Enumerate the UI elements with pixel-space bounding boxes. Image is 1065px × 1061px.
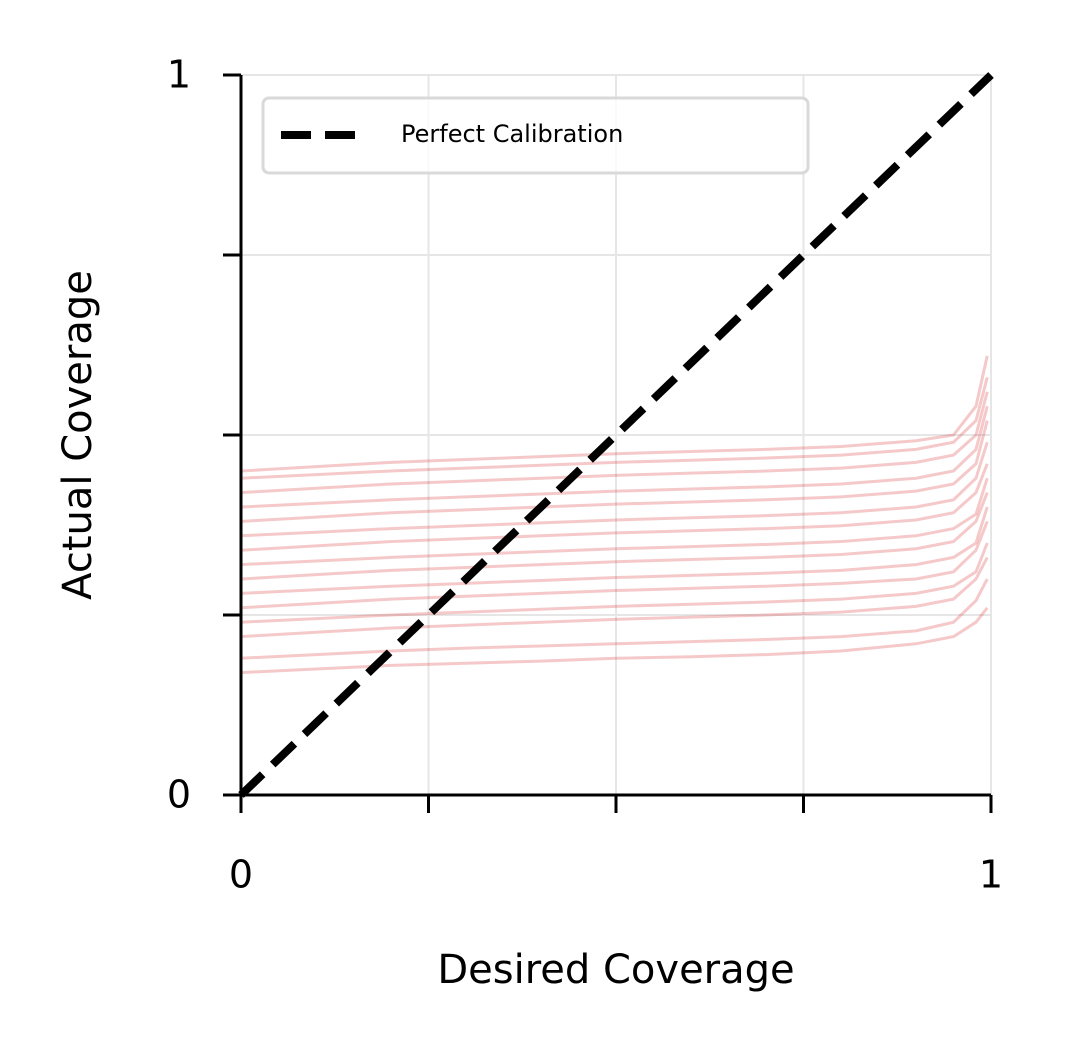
coverage-line bbox=[240, 355, 989, 473]
coverage-line bbox=[240, 441, 989, 538]
coverage-line bbox=[240, 606, 989, 675]
plot-area bbox=[238, 72, 994, 798]
coverage-line bbox=[240, 506, 989, 595]
coverage-line bbox=[240, 578, 989, 660]
y-tick-label: 1 bbox=[167, 53, 191, 97]
coverage-line bbox=[240, 463, 989, 552]
coverage-line bbox=[240, 405, 989, 509]
coverage-line bbox=[240, 377, 989, 480]
coverage-line bbox=[240, 492, 989, 581]
y-axis-label: Actual Coverage bbox=[55, 270, 101, 600]
x-tick-label: 0 bbox=[229, 853, 253, 897]
coverage-line bbox=[240, 520, 989, 610]
coverage-line bbox=[240, 556, 989, 639]
coverage-line bbox=[240, 542, 989, 624]
y-tick-label: 0 bbox=[167, 773, 191, 817]
coverage-line bbox=[240, 420, 989, 523]
legend-box bbox=[261, 96, 810, 175]
coverage-line bbox=[240, 391, 989, 495]
x-tick-label: 1 bbox=[979, 853, 1003, 897]
coverage-line bbox=[240, 477, 989, 567]
legend-label: Perfect Calibration bbox=[401, 120, 623, 148]
x-axis-label: Desired Coverage bbox=[437, 947, 794, 993]
